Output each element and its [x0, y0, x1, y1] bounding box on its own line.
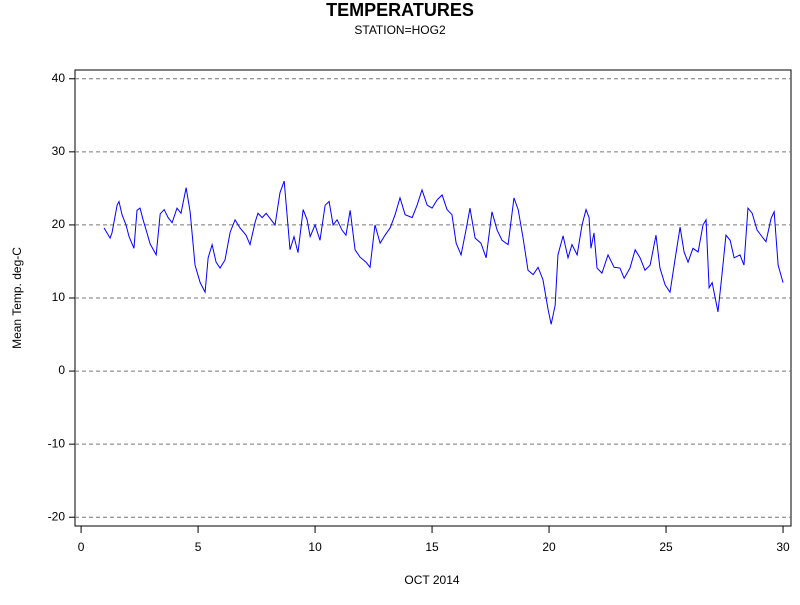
- y-tick-label: 10: [52, 290, 66, 304]
- y-tick-label: 30: [52, 144, 66, 158]
- x-tick-label: 0: [78, 540, 85, 554]
- y-tick-label: 20: [52, 217, 66, 231]
- x-tick-label: 30: [776, 540, 790, 554]
- x-tick-label: 20: [542, 540, 556, 554]
- y-tick-label: 40: [52, 71, 66, 85]
- y-tick-label: -20: [48, 509, 66, 523]
- y-tick-label: -10: [48, 436, 66, 450]
- data-line: [103, 180, 784, 325]
- y-axis-label: Mean Temp. deg-C: [10, 247, 24, 349]
- x-tick-label: 15: [425, 540, 439, 554]
- x-tick-label: 25: [659, 540, 673, 554]
- chart-subtitle: STATION=HOG2: [354, 23, 446, 37]
- x-axis-label: OCT 2014: [404, 573, 459, 587]
- chart-title: TEMPERATURES: [326, 0, 474, 20]
- x-tick-label: 5: [195, 540, 202, 554]
- x-tick-label: 10: [308, 540, 322, 554]
- y-tick-label: 0: [58, 363, 65, 377]
